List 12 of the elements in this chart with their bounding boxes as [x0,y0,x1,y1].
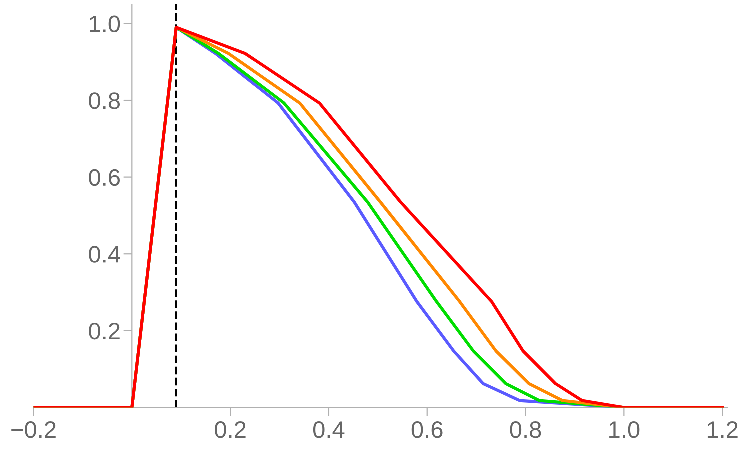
y-tick-label: 0.4 [89,246,120,263]
x-tick-label: 0.2 [215,422,246,438]
x-tick-label: 0.8 [510,422,542,438]
y-tick-label: 0.6 [89,169,120,186]
y-tick-label: 0.8 [89,92,120,110]
x-tick-label: 0.6 [412,422,443,438]
x-tick-label: 1.0 [610,422,640,438]
x-tick-label: 1.2 [708,422,738,438]
x-tick-label: 0.4 [313,422,345,438]
y-tick-label: 0.2 [89,322,120,340]
x-tick-label: −0.2 [12,422,56,438]
y-tick-label: 1.0 [90,16,120,33]
